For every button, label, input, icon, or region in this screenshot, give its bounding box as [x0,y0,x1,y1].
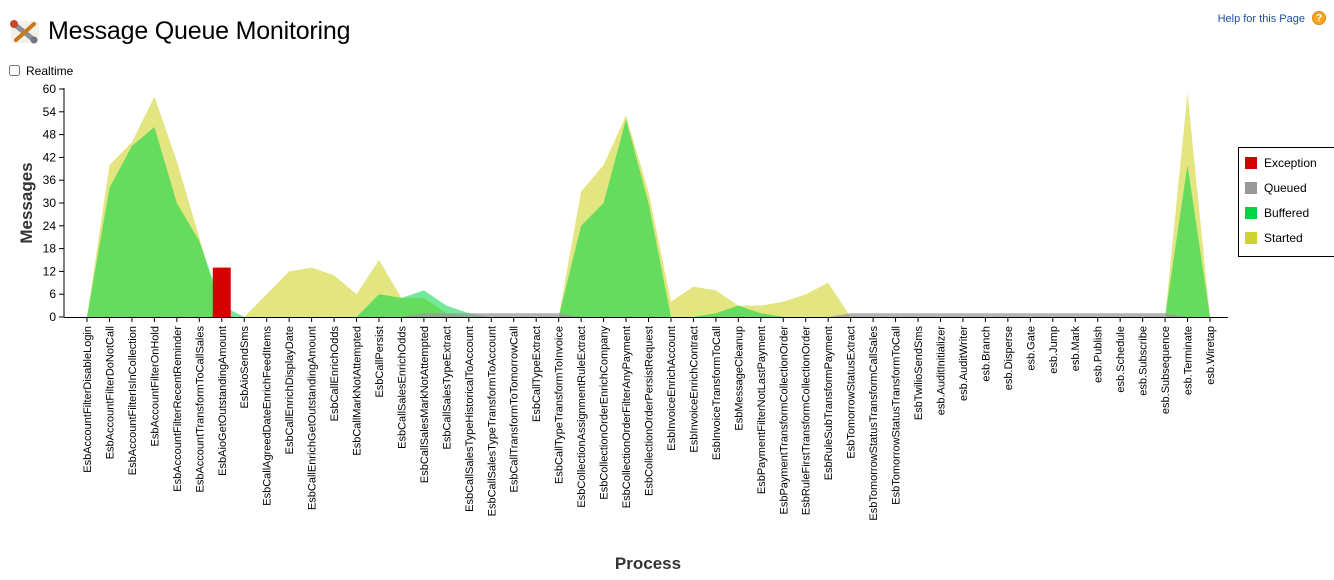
legend-swatch [1245,207,1257,219]
x-tick-label: esb.Wiretap [1205,326,1217,385]
help-question-icon[interactable]: ? [1312,11,1326,25]
x-axis-title: Process [615,554,681,573]
x-tick-label: esb.Branch [980,326,992,382]
x-tick-label: EsbCallEnrichOdds [329,326,341,422]
exception-bar [212,267,231,317]
y-tick-label: 24 [43,219,57,233]
x-tick-label: EsbInvoiceEnrichAccount [666,326,678,451]
legend-label: Exception [1264,156,1317,170]
x-tick-label: esb.Jump [1048,326,1060,374]
x-tick-label: EsbMessageCleanup [733,326,745,431]
x-tick-label: EsbAccountFilterRecentReminder [172,326,184,492]
y-tick-label: 48 [43,128,57,142]
x-tick-label: EsbCallTypeExtract [531,326,543,422]
x-tick-label: EsbCallPersist [374,326,386,398]
x-tick-label: EsbAccountFilterDisableLogin [82,326,94,473]
x-tick-label: EsbCallAgreedDateEnrichFeedItems [262,326,274,506]
x-tick-label: esb.Publish [1093,326,1105,383]
x-tick-label: esb.Schedule [1115,326,1127,393]
x-tick-label: esb.Disperse [1003,326,1015,390]
area-queued [87,313,1210,317]
x-tick-label: EsbPaymentTransformCollectionOrder [778,326,790,515]
y-tick-label: 42 [43,150,57,164]
x-tick-label: EsbCallEnrichGetOutstandingAmount [307,326,319,510]
x-tick-label: EsbAioSendSms [239,326,251,409]
x-tick-label: EsbCallEnrichDisplayDate [284,326,296,454]
realtime-checkbox[interactable] [9,65,20,76]
x-tick-label: EsbCallTransformToTomorrowCall [509,326,521,492]
x-tick-label: EsbAccountFilterIsInCollection [127,326,139,475]
x-tick-label: esb.Subscribe [1138,326,1150,396]
y-tick-label: 30 [43,196,57,210]
y-tick-label: 60 [43,82,57,96]
y-tick-label: 0 [49,310,56,324]
realtime-label[interactable]: Realtime [26,64,74,78]
x-tick-label: EsbInvoiceEnrichContract [688,326,700,453]
x-tick-label: EsbCallSalesTypeExtract [441,326,453,450]
y-axis-title: Messages [17,162,36,243]
x-tick-label: esb.AuditWriter [958,326,970,401]
x-tick-label: esb.Terminate [1183,326,1195,395]
x-tick-label: EsbTomorrowStatusTransformToCall [891,326,903,505]
y-tick-label: 12 [43,264,57,278]
help-link[interactable]: Help for this Page [1217,13,1305,25]
legend-label: Buffered [1264,206,1310,220]
x-tick-label: EsbCollectionOrderEnrichCompany [599,326,611,500]
x-tick-label: EsbTomorrowStatusExtract [846,326,858,459]
page-title: Message Queue Monitoring [48,17,351,45]
legend-swatch [1245,232,1257,244]
wrench-tools-icon [10,20,39,44]
x-tick-label: EsbCollectionOrderPersistRequest [644,326,656,496]
legend-swatch [1245,157,1257,169]
x-tick-label: EsbRuleSubTransformPayment [823,326,835,480]
legend-label: Started [1264,231,1303,245]
x-tick-label: EsbAccountTransformToCallSales [194,326,206,493]
y-tick-label: 6 [49,287,56,301]
x-tick-label: EsbCallMarkNotAttempted [352,326,364,456]
x-tick-label: EsbPaymentFilterNotLastPayment [756,326,768,494]
x-tick-label: EsbCallSalesTypeTransformToAccount [486,326,498,516]
x-tick-label: EsbCollectionOrderFilterAnyPayment [621,326,633,508]
x-tick-label: EsbRuleFirstTransformCollectionOrder [801,326,813,515]
y-tick-label: 54 [43,105,57,119]
x-tick-label: esb.AuditInitializer [935,326,947,416]
legend-swatch [1245,182,1257,194]
x-tick-label: EsbTomorrowStatusTransformCallSales [868,326,880,521]
y-tick-label: 36 [43,173,57,187]
x-tick-label: EsbCallTypeTransformToInvoice [554,326,566,484]
x-tick-label: EsbAccountFilterDoNotCall [104,326,116,459]
x-tick-label: EsbCallSalesEnrichOdds [396,326,408,449]
chart-legend: Exception Queued Buffered Started [1238,147,1334,257]
x-tick-label: EsbAccountFilterOnHold [149,326,161,446]
x-tick-label: EsbTwilioSendSms [913,326,925,421]
legend-label: Queued [1264,181,1307,195]
x-tick-label: EsbInvoiceTransformToCall [711,326,723,460]
area-buffered [87,119,1210,318]
x-tick-label: esb.Gate [1025,326,1037,371]
x-tick-label: esb.Subsequence [1160,326,1172,414]
x-tick-label: esb.Mark [1070,326,1082,372]
x-tick-label: EsbAioGetOutstandingAmount [217,326,229,476]
y-tick-label: 18 [43,242,57,256]
x-tick-label: EsbCallSalesMarkNotAttempted [419,326,431,483]
x-tick-label: EsbCollectionAssignmentRuleExtract [576,326,588,508]
x-tick-label: EsbCallSalesTypeHistoricalToAccount [464,326,476,512]
